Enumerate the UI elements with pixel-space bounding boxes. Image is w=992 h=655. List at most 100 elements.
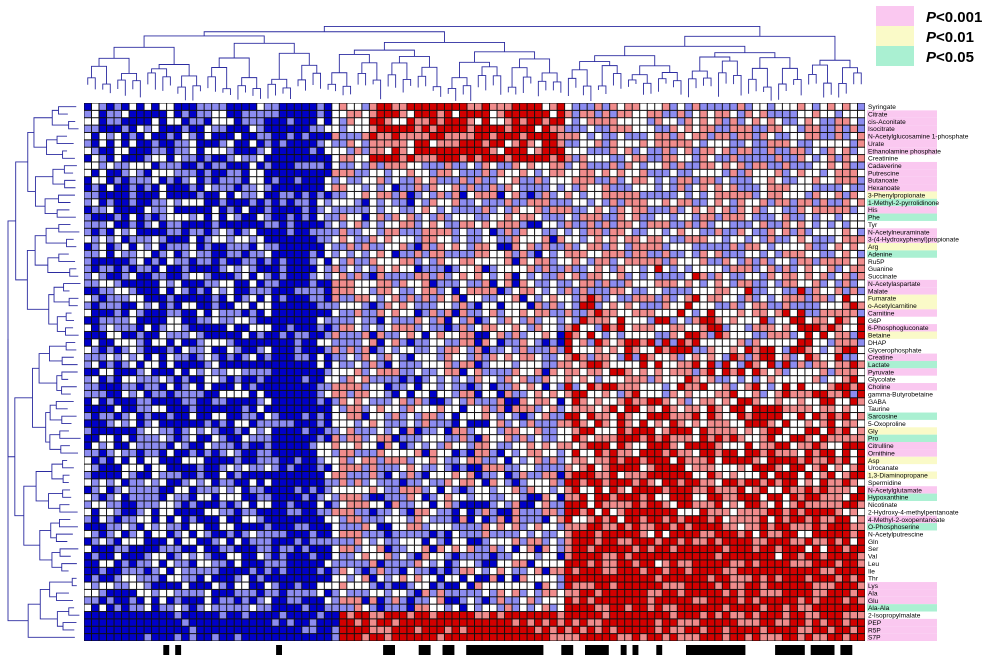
heatmap-cell	[602, 383, 610, 390]
heatmap-cell	[122, 258, 129, 265]
heatmap-cell	[339, 390, 347, 398]
heatmap-cell	[287, 265, 294, 273]
heatmap-cell	[632, 376, 640, 383]
heatmap-cell	[189, 280, 197, 287]
heatmap-cell	[219, 155, 227, 162]
heatmap-cell	[820, 368, 827, 376]
heatmap-cell	[580, 265, 587, 273]
heatmap-cell	[272, 317, 279, 324]
heatmap-cell	[640, 405, 647, 413]
heatmap-cell	[752, 118, 760, 125]
heatmap-cell	[647, 287, 655, 295]
heatmap-cell	[459, 383, 467, 390]
heatmap-cell	[670, 118, 677, 125]
heatmap-cell	[249, 413, 257, 420]
heatmap-cell	[565, 258, 572, 265]
heatmap-cell	[685, 280, 692, 287]
heatmap-cell	[272, 361, 279, 368]
heatmap-cell	[655, 243, 662, 250]
heatmap-cell	[512, 368, 520, 376]
heatmap-cell	[782, 287, 790, 295]
heatmap-cell	[542, 199, 550, 206]
heatmap-cell	[760, 184, 767, 191]
dendrogram-branch	[113, 46, 175, 65]
heatmap-cell	[505, 140, 512, 147]
heatmap-cell	[429, 236, 437, 243]
heatmap-cell	[835, 413, 842, 420]
heatmap-cell	[475, 390, 482, 398]
heatmap-cell	[137, 287, 144, 295]
heatmap-cell	[204, 258, 212, 265]
heatmap-cell	[452, 265, 459, 273]
heatmap-cell	[512, 383, 520, 390]
heatmap-cell	[760, 125, 767, 132]
heatmap-cell	[242, 427, 249, 435]
heatmap-cell	[114, 236, 122, 243]
heatmap-cell	[114, 354, 122, 361]
heatmap-cell	[670, 390, 677, 398]
heatmap-cell	[167, 236, 174, 243]
heatmap-cell	[820, 199, 827, 206]
heatmap-cell	[670, 199, 677, 206]
heatmap-cell	[107, 103, 114, 110]
heatmap-cell	[182, 390, 189, 398]
heatmap-cell	[182, 405, 189, 413]
heatmap-cell	[182, 125, 189, 132]
heatmap-cell	[159, 302, 167, 309]
heatmap-cell	[835, 331, 842, 339]
heatmap-cell	[550, 221, 557, 228]
heatmap-cell	[520, 413, 527, 420]
heatmap-cell	[857, 118, 865, 125]
heatmap-cell	[407, 317, 414, 324]
heatmap-cell	[219, 177, 227, 184]
heatmap-cell	[617, 317, 625, 324]
heatmap-cell	[414, 427, 422, 435]
heatmap-cell	[242, 132, 249, 140]
heatmap-cell	[264, 302, 272, 309]
heatmap-cell	[475, 361, 482, 368]
heatmap-cell	[107, 273, 114, 280]
dendrogram-branch	[331, 72, 348, 87]
heatmap-cell	[287, 287, 294, 295]
heatmap-cell	[122, 287, 129, 295]
heatmap-cell	[114, 140, 122, 147]
heatmap-cell	[542, 250, 550, 258]
dendrogram-branch	[55, 592, 73, 601]
heatmap-cell	[640, 346, 647, 354]
heatmap-cell	[565, 368, 572, 376]
heatmap-cell	[662, 125, 670, 132]
heatmap-cell	[617, 110, 625, 118]
heatmap-cell	[317, 110, 324, 118]
heatmap-cell	[384, 302, 392, 309]
heatmap-cell	[797, 191, 805, 199]
heatmap-cell	[369, 317, 377, 324]
heatmap-cell	[129, 265, 137, 273]
heatmap-cell	[354, 280, 362, 287]
heatmap-cell	[429, 243, 437, 250]
heatmap-cell	[347, 413, 354, 420]
heatmap-cell	[197, 199, 204, 206]
heatmap-cell	[392, 177, 399, 184]
heatmap-cell	[92, 221, 99, 228]
heatmap-cell	[820, 206, 827, 214]
heatmap-cell	[227, 390, 234, 398]
heatmap-cell	[294, 228, 302, 236]
heatmap-cell	[535, 280, 542, 287]
heatmap-cell	[302, 118, 309, 125]
heatmap-cell	[227, 435, 234, 442]
heatmap-cell	[384, 295, 392, 302]
heatmap-cell	[850, 354, 857, 361]
heatmap-cell	[159, 317, 167, 324]
heatmap-cell	[399, 110, 407, 118]
heatmap-cell	[842, 413, 850, 420]
heatmap-cell	[707, 435, 715, 442]
heatmap-cell	[264, 155, 272, 162]
heatmap-cell	[752, 103, 760, 110]
heatmap-cell	[302, 302, 309, 309]
heatmap-cell	[752, 236, 760, 243]
heatmap-cell	[137, 309, 144, 317]
heatmap-cell	[692, 169, 700, 177]
heatmap-cell	[129, 280, 137, 287]
heatmap-cell	[354, 250, 362, 258]
heatmap-cell	[670, 398, 677, 405]
